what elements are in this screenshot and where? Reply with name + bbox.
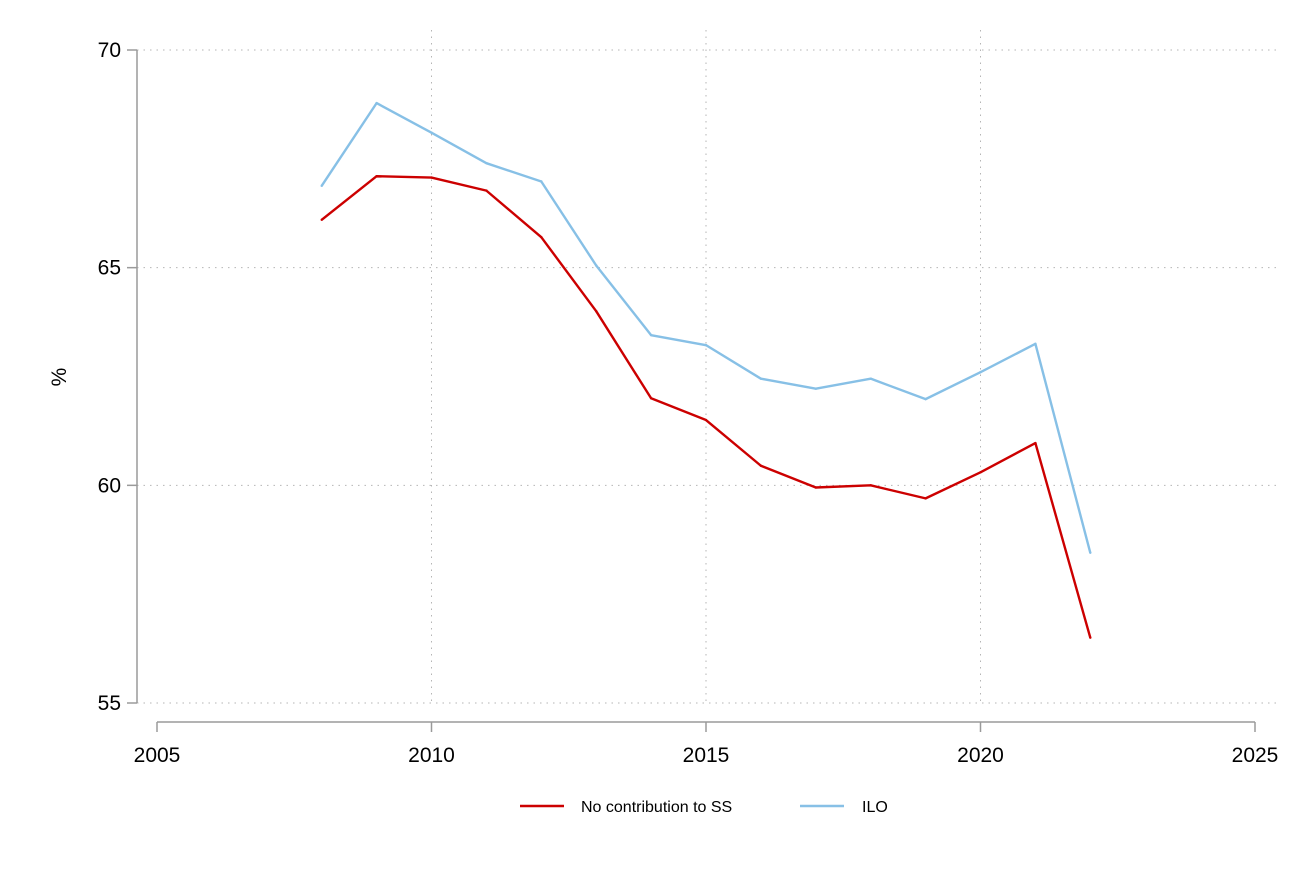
data-point	[430, 176, 433, 179]
y-tick-label: 70	[98, 39, 121, 62]
x-tick-label: 2005	[134, 744, 181, 767]
data-point	[759, 464, 763, 467]
data-point	[869, 484, 872, 487]
y-tick-label: 65	[98, 257, 121, 280]
data-point	[320, 184, 323, 188]
x-tick-label: 2020	[957, 744, 1004, 767]
data-point	[375, 175, 378, 178]
data-point	[1034, 342, 1037, 346]
data-point	[595, 264, 598, 267]
data-point	[924, 397, 927, 401]
data-point	[540, 235, 543, 239]
data-point	[485, 161, 488, 165]
data-point	[759, 377, 763, 380]
data-point	[814, 486, 817, 489]
data-point	[1089, 551, 1092, 555]
x-tick-label: 2025	[1232, 744, 1279, 767]
data-point	[979, 471, 982, 474]
legend-label: No contribution to SS	[581, 799, 732, 816]
x-tick-label: 2015	[683, 744, 730, 767]
data-point	[924, 497, 927, 500]
y-axis-title: %	[48, 368, 71, 387]
grid-layer	[137, 30, 1280, 704]
data-point	[485, 189, 488, 192]
data-point	[430, 131, 433, 134]
data-point	[1089, 636, 1092, 639]
data-point	[1034, 441, 1037, 445]
x-tick-label: 2010	[408, 744, 455, 767]
data-point	[649, 397, 653, 400]
data-point	[375, 101, 378, 105]
data-point	[869, 377, 872, 380]
data-point	[320, 218, 323, 221]
data-point	[704, 343, 708, 347]
axes-layer: 55 60 65 70 2005 2010 2015 2020 2025	[98, 39, 1279, 767]
data-point	[704, 418, 708, 422]
data-point	[979, 370, 982, 374]
legend: No contribution to SS ILO	[520, 799, 888, 816]
y-tick-label: 55	[98, 692, 121, 715]
y-tick-label: 60	[98, 474, 121, 497]
series-layer	[320, 101, 1092, 639]
data-point	[649, 333, 653, 337]
data-point	[814, 387, 817, 390]
data-point	[595, 310, 598, 313]
legend-label: ILO	[862, 799, 888, 816]
data-point	[540, 180, 543, 183]
